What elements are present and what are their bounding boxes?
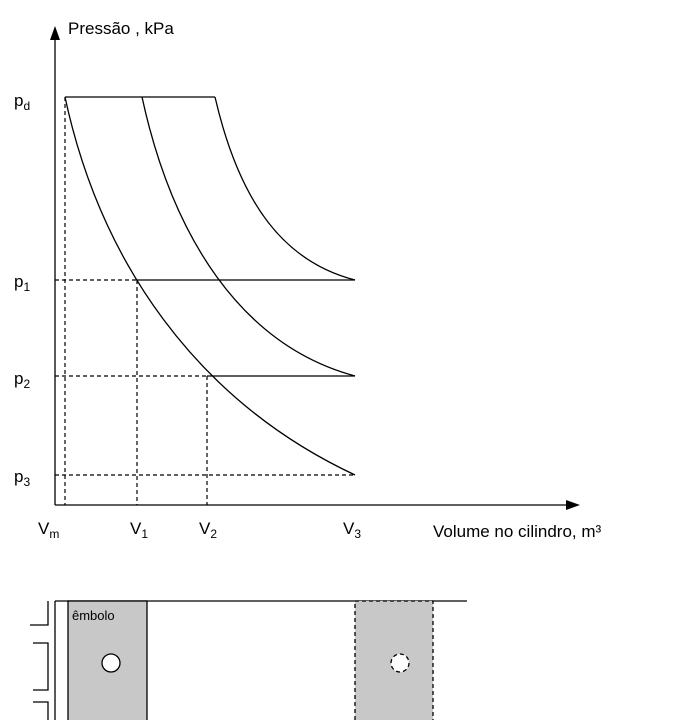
valve: [33, 701, 49, 720]
y-axis-label: Pressão , kPa: [68, 19, 174, 38]
piston-pin: [101, 653, 121, 673]
pressure-label: p2: [14, 369, 30, 391]
volume-label: V3: [343, 519, 361, 541]
pressure-label: p3: [14, 467, 30, 489]
expansion-curve: [141, 96, 356, 377]
expansion-curve: [214, 96, 356, 281]
pressure-label: pd: [14, 91, 30, 113]
volume-label: V2: [199, 519, 217, 541]
y-arrow: [50, 26, 60, 40]
volume-label: V1: [130, 519, 148, 541]
x-arrow: [566, 500, 580, 510]
valve: [30, 601, 49, 626]
piston-pin-ghost: [390, 653, 410, 673]
volume-label: Vm: [38, 519, 59, 541]
valve: [33, 642, 49, 691]
piston-label: êmbolo: [72, 608, 115, 623]
x-axis-label: Volume no cilindro, m³: [433, 522, 602, 541]
expansion-curve: [64, 96, 356, 476]
pressure-label: p1: [14, 272, 30, 294]
